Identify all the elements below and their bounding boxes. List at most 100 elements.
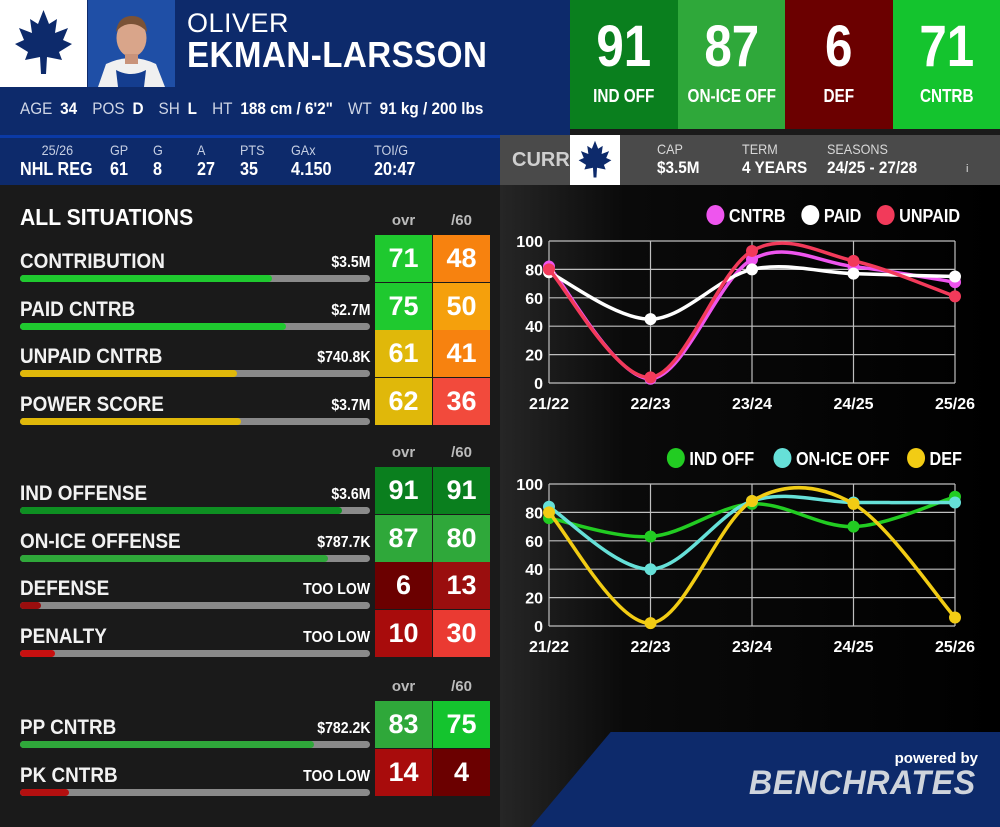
tile-label: CNTRB [919,86,974,106]
player-header: OLIVER EKMAN-LARSSON AGE 34 POS D SH L H… [0,0,570,135]
legend-label: PAID [823,206,861,226]
stat-value: 8 [153,159,163,179]
tile-value: 6 [825,14,853,79]
metric-name: DEFENSE [20,577,110,600]
y-tick-label: 20 [525,348,543,365]
offense-defense-chart: IND OFF ON-ICE OFF DEF 0 20 40 60 80 100 21/22 22… [505,448,995,658]
tile-def: 6 DEF [785,0,893,129]
metric-per60-score: 4 [433,748,490,796]
series-point [644,617,657,630]
series-point [746,244,758,257]
player-photo [88,0,175,87]
metric-ovr-score: 6 [375,562,432,609]
column-header-ovr: ovr [391,678,416,695]
contribution-chart: CNTRB PAID UNPAID 0 20 40 60 80 100 21/22 22/23 23… [505,205,995,415]
metric-row: PAID CNTRB $2.7M 75 50 [20,282,490,330]
stat-toi: TOI/G 20:47 [374,142,415,180]
metric-bar-track [20,554,370,562]
column-header-ovr: ovr [391,444,416,461]
info-icon[interactable]: i [966,163,969,175]
metric-value: TOO LOW [302,628,370,646]
tile-value: 87 [703,14,759,79]
legend-label: IND OFF [689,449,755,469]
metric-row: ON-ICE OFFENSE $787.7K 87 80 [20,514,490,562]
contract-curr-label: CURR [512,149,570,171]
series-point [644,313,657,326]
stat-value: 20:47 [374,159,416,179]
metric-per60-score: 41 [433,330,490,377]
series-point [746,253,758,266]
metric-ovr-score: 87 [375,514,432,562]
metric-row: UNPAID CNTRB $740.8K 61 41 [20,330,490,377]
metric-bar-fill [20,370,237,377]
tile-value: 91 [596,14,652,79]
metric-bar-fill [20,417,241,425]
stat-g: G 8 [153,142,163,180]
sh-label: SH [158,99,180,118]
series-point [847,497,860,510]
wt-value: 91 kg / 200 lbs [379,99,484,118]
contract-cap: CAP $3.5M [657,141,700,178]
y-tick-label: 60 [525,534,543,551]
ht-label: HT [212,99,233,118]
metric-row: CONTRIBUTION $3.5M 71 48 [20,235,490,282]
series-line [547,241,956,380]
stat-key: PTS [240,142,265,158]
metric-value: $3.6M [330,486,370,503]
metric-bar-track [20,741,370,748]
tile-label: DEF [823,86,855,106]
metric-name: CONTRIBUTION [20,250,165,273]
player-first-name: OLIVER [187,8,290,38]
stat-key: 25/26 [41,142,74,158]
x-tick-label: 21/22 [529,639,569,656]
series-point [949,290,961,303]
sh-value: L [187,99,198,118]
ht-value: 188 cm / 6'2" [240,99,333,118]
series-point [949,270,961,283]
team-logo [0,0,87,87]
brand-logo: BENCHRATES [749,764,976,802]
maple-leaf-icon [15,10,72,74]
legend-item: ON-ICE OFF [773,448,890,470]
stat-value: 35 [240,159,259,179]
contract-term: TERM 4 YEARS [742,141,807,178]
metric-row: PENALTY TOO LOW 10 30 [20,609,490,657]
metric-name: IND OFFENSE [20,482,148,505]
metric-bar-track [20,788,370,796]
stat-value: 4.150 [291,159,332,179]
metric-bar-fill [20,507,342,514]
series-point [949,496,961,509]
tiles-divider [570,129,1000,135]
metric-row: POWER SCORE $3.7M 62 36 [20,377,490,425]
stat-key: GP [110,142,129,158]
metric-per60-score: 75 [433,701,490,748]
y-tick-label: 60 [525,291,543,308]
x-tick-label: 22/23 [630,396,670,413]
metric-bar-fill [20,788,69,796]
metric-bar-track [20,649,370,657]
tile-value: 71 [918,14,974,79]
metric-per60-score: 30 [433,609,490,657]
metric-ovr-score: 62 [375,377,432,425]
stat-key: G [153,142,163,158]
metric-value: $782.2K [316,720,370,737]
metric-ovr-score: 75 [375,282,432,330]
stat-value: 27 [197,159,216,179]
stat-value: 61 [110,159,129,179]
legend-swatch [876,205,895,225]
metric-name: PENALTY [20,624,107,648]
y-tick-label: 0 [534,376,543,393]
metric-row: DEFENSE TOO LOW 6 13 [20,562,490,609]
maple-leaf-icon [578,140,612,178]
wt-label: WT [347,99,372,118]
age-label: AGE [20,99,53,118]
metric-bar-track [20,417,370,425]
stat-a: A 27 [197,142,215,180]
metric-value: $787.7K [316,533,370,551]
series-point [543,263,555,276]
x-tick-label: 25/26 [935,639,975,656]
metric-per60-score: 50 [433,282,490,330]
seasons-value: 24/25 - 27/28 [827,158,918,177]
x-tick-label: 24/25 [833,396,873,413]
metric-bar-fill [20,322,286,330]
